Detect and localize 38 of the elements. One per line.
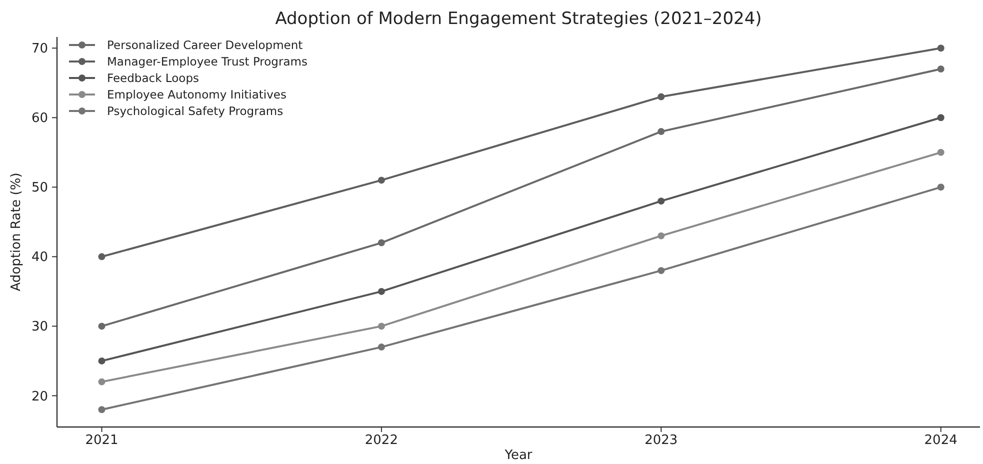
x-tick-label: 2021	[85, 433, 118, 448]
point	[378, 176, 385, 184]
point	[98, 357, 106, 364]
y-tick-label: 50	[31, 180, 48, 196]
point	[98, 253, 106, 260]
point	[658, 128, 665, 136]
legend-label: Personalized Career Development	[107, 38, 304, 52]
x-tick-label: 2024	[924, 433, 958, 448]
x-tick-label: 2022	[364, 433, 398, 448]
point	[937, 44, 944, 52]
y-tick-label: 60	[31, 111, 48, 126]
point	[98, 406, 106, 414]
point	[937, 114, 944, 122]
x-tick-label: 2023	[644, 433, 678, 448]
legend-label: Feedback Loops	[107, 71, 199, 86]
point	[378, 344, 385, 351]
legend-label: Employee Autonomy Initiatives	[107, 88, 287, 102]
y-tick-label: 70	[31, 42, 48, 57]
x-axis-title: Year	[504, 448, 533, 463]
y-tick-label: 30	[31, 320, 48, 335]
point	[378, 288, 385, 295]
point	[658, 232, 665, 240]
point	[658, 267, 665, 274]
point	[98, 378, 106, 386]
y-tick-label: 40	[31, 250, 48, 266]
point	[937, 184, 944, 191]
point	[98, 322, 106, 330]
point	[378, 322, 385, 330]
point	[937, 65, 944, 72]
y-axis-title: Adoption Rate (%)	[9, 172, 24, 292]
point	[378, 239, 385, 246]
legend-label: Manager-Employee Trust Programs	[107, 54, 308, 69]
point	[658, 198, 665, 205]
y-tick-label: 20	[31, 389, 48, 404]
chart-title: Adoption of Modern Engagement Strategies (2021–2024)	[275, 9, 762, 29]
point	[658, 93, 665, 100]
legend-label: Psychological Safety Programs	[107, 104, 284, 118]
point	[937, 148, 944, 156]
